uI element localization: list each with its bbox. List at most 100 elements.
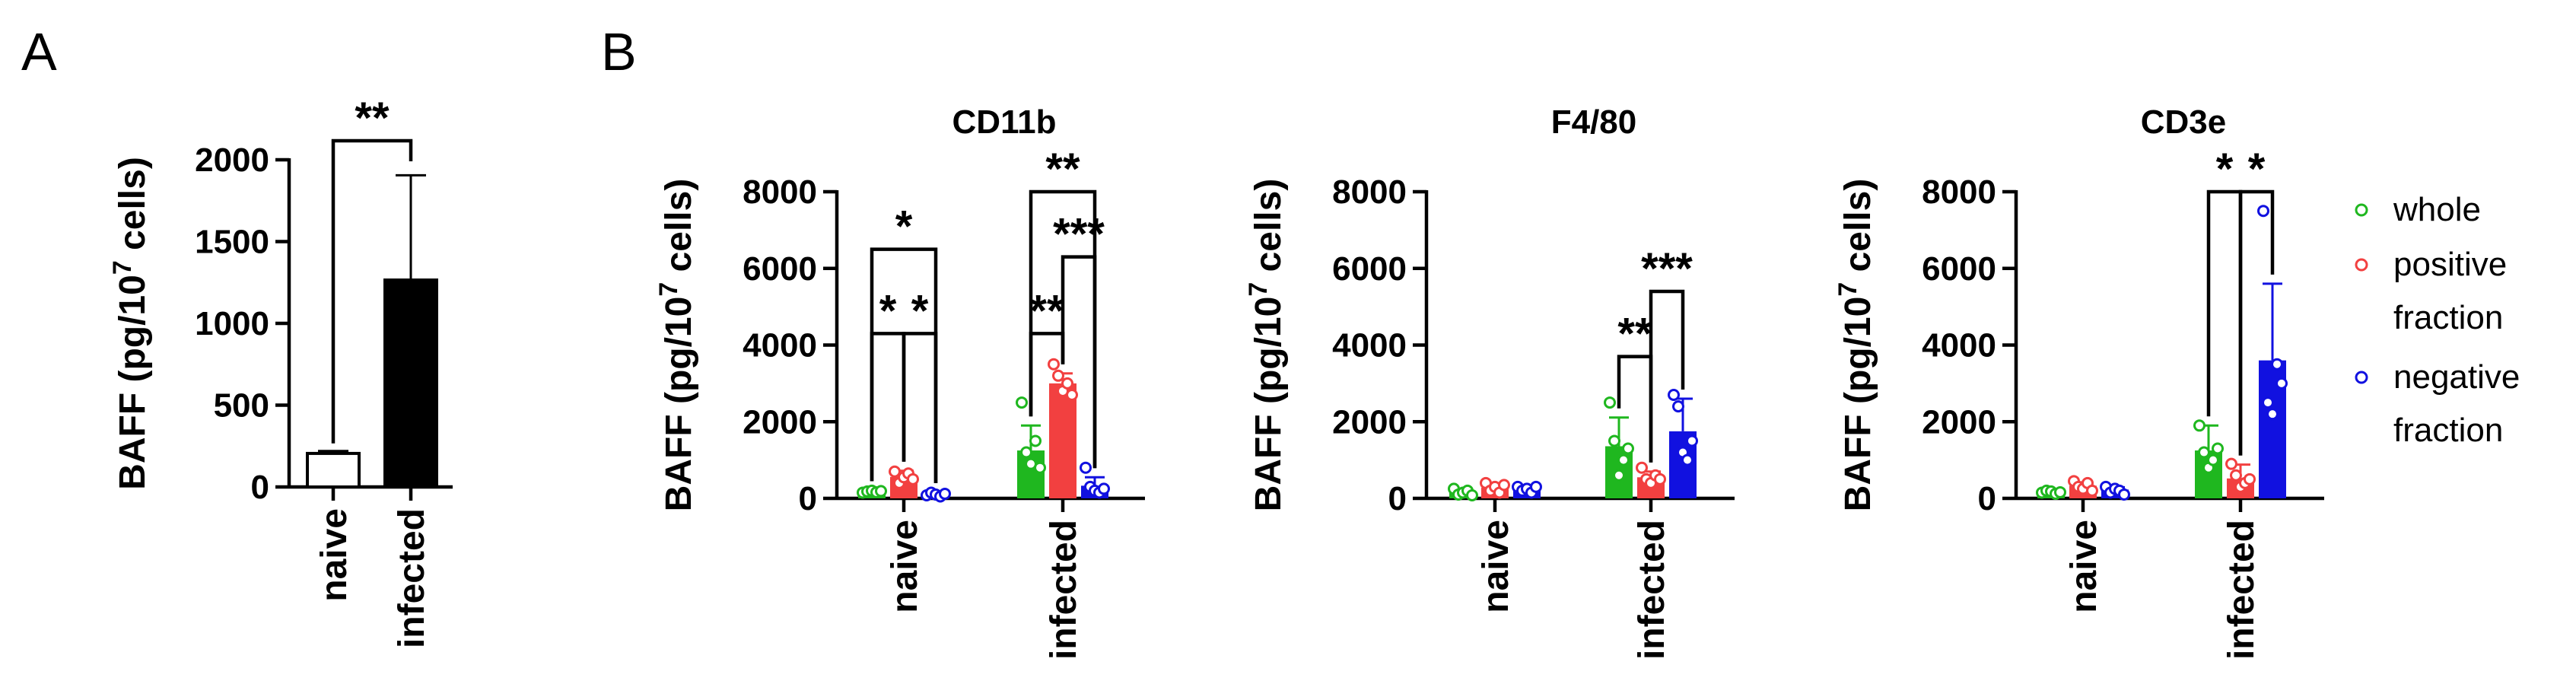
chart-title: CD11b: [952, 103, 1057, 141]
data-point: [1034, 461, 1046, 474]
data-point: [1061, 377, 1073, 390]
y-tick-label: 6000: [743, 250, 817, 288]
y-tick-label: 0: [799, 480, 817, 517]
y-axis-title: BAFF (pg/107 cells): [654, 179, 699, 512]
data-point: [1681, 453, 1693, 466]
data-point: [2212, 442, 2224, 455]
data-point: [1016, 396, 1028, 409]
data-point: [2207, 453, 2219, 466]
y-tick-label: 8000: [1332, 173, 1407, 211]
y-tick-label: 1500: [195, 224, 269, 261]
y-tick-label: 0: [1388, 480, 1407, 517]
y-tick-label: 8000: [1922, 173, 1996, 211]
data-point: [889, 465, 901, 478]
y-axis-title-main: BAFF (pg/10: [113, 275, 153, 490]
significance-label: **: [1029, 286, 1064, 336]
legend: whole positive fraction negative fraction: [2355, 191, 2520, 449]
y-tick-label: 2000: [1332, 403, 1407, 441]
y-tick-label: 2000: [1922, 403, 1996, 441]
chart-panel-a: 0 500 1000 1500 2000 BAFF (pg/107 cells) naive…: [108, 94, 453, 648]
x-category-label: naive: [885, 520, 925, 613]
x-category-label: infected: [392, 508, 432, 648]
data-point: [1048, 358, 1060, 371]
data-point: [1080, 461, 1092, 474]
y-tick-label: 500: [214, 387, 269, 425]
significance-bracket: [331, 138, 413, 444]
data-point: [1608, 434, 1620, 447]
y-axis-title: BAFF (pg/107 cells): [1833, 179, 1878, 512]
significance-label: *: [2248, 145, 2266, 194]
data-point: [2225, 457, 2237, 470]
y-tick-label: 4000: [743, 327, 817, 364]
significance-label: *: [2216, 145, 2234, 194]
data-point: [1029, 434, 1042, 447]
legend-label: fraction: [2393, 299, 2503, 336]
legend-label: fraction: [2393, 412, 2503, 449]
data-point: [2198, 446, 2210, 459]
significance-bracket: [2206, 189, 2243, 456]
data-point: [1617, 453, 1630, 466]
legend-label: whole: [2393, 191, 2481, 228]
data-point: [1498, 479, 1510, 492]
y-axis-title-units: cells): [1248, 179, 1289, 282]
data-point: [1668, 388, 1680, 401]
y-axis-title-exponent: 7: [1244, 282, 1273, 297]
legend-label: negative: [2393, 358, 2520, 396]
data-point: [1066, 388, 1078, 401]
data-point: [1622, 442, 1634, 455]
significance-bracket: [1029, 332, 1065, 417]
data-point: [1604, 396, 1616, 409]
y-tick-label: 4000: [1332, 327, 1407, 364]
significance-bracket: [870, 332, 906, 482]
significance-label: *: [879, 286, 897, 336]
significance-bracket: [2238, 189, 2275, 456]
data-point: [1672, 400, 1684, 413]
y-axis-title-exponent: 7: [654, 282, 683, 297]
y-tick-label: 2000: [195, 142, 269, 179]
legend-label: positive: [2393, 246, 2507, 283]
y-tick-label: 0: [251, 469, 269, 506]
panel-label-a: A: [21, 22, 57, 81]
y-tick-label: 1000: [195, 305, 269, 342]
significance-label: **: [355, 94, 390, 143]
significance-label: ***: [1641, 244, 1693, 294]
data-point: [2275, 377, 2288, 390]
data-point: [2086, 484, 2098, 497]
bar-naive: [306, 451, 361, 488]
data-point: [907, 473, 919, 485]
y-axis-title-main: BAFF (pg/10: [1838, 297, 1878, 512]
data-point: [939, 487, 951, 500]
bar-infected: [383, 278, 438, 488]
data-point: [1098, 482, 1110, 495]
bar-infected: [1049, 383, 1077, 498]
data-point: [2262, 396, 2274, 409]
legend-marker: [2355, 371, 2368, 384]
legend-marker: [2355, 203, 2368, 217]
data-point: [2193, 419, 2206, 432]
legend-marker: [2355, 258, 2368, 272]
significance-label: ***: [1053, 210, 1105, 259]
y-axis-title-main: BAFF (pg/10: [659, 297, 699, 512]
y-axis-title-exponent: 7: [1833, 282, 1862, 297]
x-category-label: naive: [2064, 520, 2104, 613]
y-tick-label: 8000: [743, 173, 817, 211]
bar-infected: [1017, 450, 1045, 498]
data-point: [2244, 473, 2256, 485]
y-axis-title-exponent: 7: [108, 260, 137, 275]
x-category-label: naive: [1476, 520, 1516, 613]
significance-bracket: [902, 332, 938, 483]
y-tick-label: 0: [1978, 480, 1996, 517]
data-point: [1466, 488, 1478, 501]
data-point: [1636, 461, 1648, 474]
data-point: [2230, 469, 2242, 482]
significance-bracket: [1649, 289, 1685, 463]
data-point: [1686, 434, 1698, 447]
data-point: [2271, 358, 2283, 371]
y-axis-title: BAFF (pg/107 cells): [1244, 179, 1289, 512]
chart-cd11b: CD11b 0 2000 4000 6000 8000 BAFF (pg/107 cells…: [654, 103, 1145, 660]
data-point: [2118, 488, 2130, 501]
y-tick-label: 6000: [1922, 250, 1996, 288]
data-point: [1020, 446, 1032, 459]
data-point: [2257, 205, 2269, 218]
